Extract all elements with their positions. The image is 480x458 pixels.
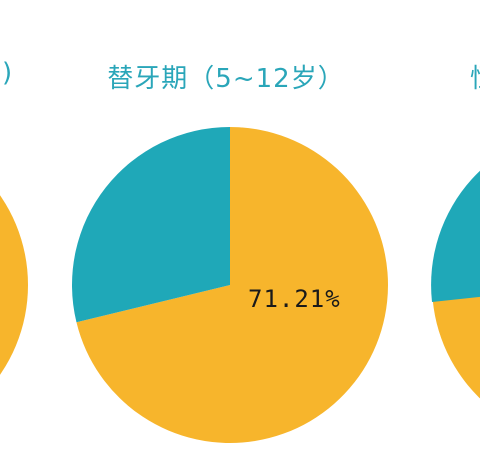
left-pie — [0, 195, 28, 375]
center-pie-slice-1 — [72, 127, 230, 323]
center-pie-slice-0 — [76, 127, 388, 443]
center-pie-data-label: 71.21% — [248, 285, 341, 313]
right-pie — [431, 170, 480, 399]
center-pie — [72, 127, 388, 443]
left-pie-orange-slice — [0, 195, 28, 375]
center-pie-title: 替牙期（5~12岁） — [107, 64, 345, 94]
right-pie-teal-slice — [431, 170, 480, 302]
right-pie-title-partial: 恒 — [470, 58, 480, 95]
left-pie-title-partial: ) — [2, 58, 13, 88]
